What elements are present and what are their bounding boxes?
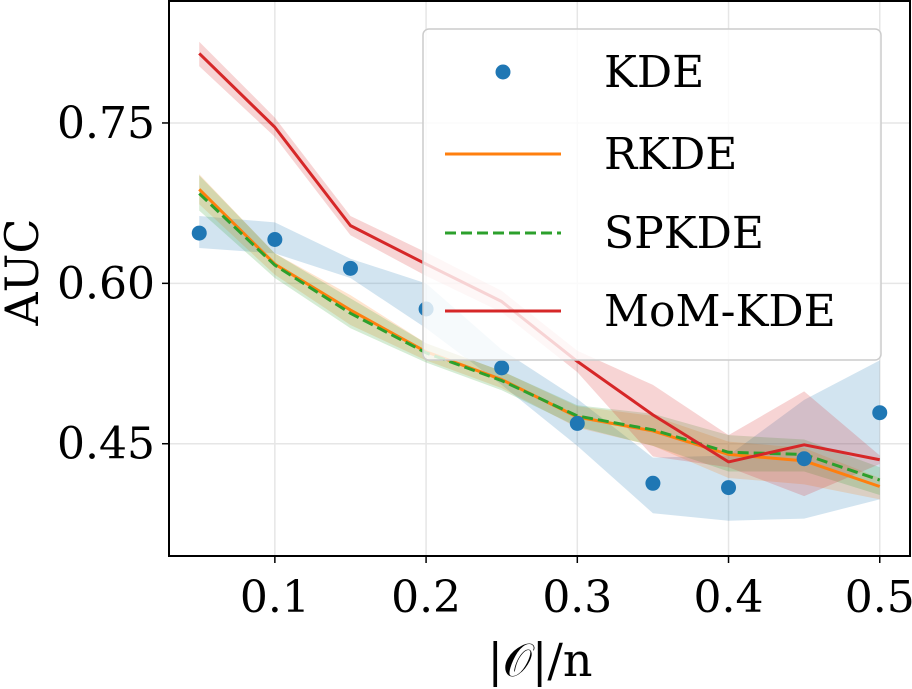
legend-label-mom-kde: MoM-KDE <box>604 286 836 337</box>
x-tick-label-2: 0.3 <box>542 572 612 623</box>
kde-point-2 <box>342 260 358 276</box>
y-axis-label: AUC <box>0 218 49 326</box>
legend-label-spkde: SPKDE <box>604 208 764 259</box>
x-tick-label-1: 0.2 <box>391 572 461 623</box>
kde-point-7 <box>721 480 737 496</box>
kde-point-6 <box>645 475 661 491</box>
tick-labels: 0.1 0.2 0.3 0.4 0.5 0.45 0.60 0.75 <box>57 98 912 623</box>
band-mom-kde <box>199 41 880 497</box>
line-spkde <box>198 192 881 482</box>
y-tick-label-2: 0.75 <box>57 98 155 149</box>
y-tick-label-0: 0.45 <box>57 419 155 470</box>
kde-point-4 <box>494 360 510 376</box>
x-tick-label-0: 0.1 <box>240 572 310 623</box>
x-tick-label-4: 0.5 <box>845 572 912 623</box>
legend-marker-kde <box>495 64 511 80</box>
kde-point-1 <box>267 232 283 248</box>
legend-label-rkde: RKDE <box>604 129 737 180</box>
x-axis-label: |𝒪|/n <box>487 633 592 687</box>
kde-point-0 <box>191 225 207 241</box>
axis-labels: AUC |𝒪|/n <box>0 218 593 687</box>
legend-label-kde: KDE <box>604 47 704 98</box>
plot-frame <box>168 0 911 557</box>
kde-point-9 <box>872 405 888 421</box>
legend-box <box>422 28 882 361</box>
y-tick-label-1: 0.60 <box>57 258 155 309</box>
legend: KDE RKDE SPKDE MoM-KDE <box>422 28 882 361</box>
axes-frame <box>168 0 911 557</box>
x-tick-label-3: 0.4 <box>694 572 764 623</box>
band-rkde <box>199 174 880 500</box>
kde-point-5 <box>569 415 585 431</box>
band-kde <box>199 215 880 521</box>
kde-point-8 <box>796 451 812 467</box>
